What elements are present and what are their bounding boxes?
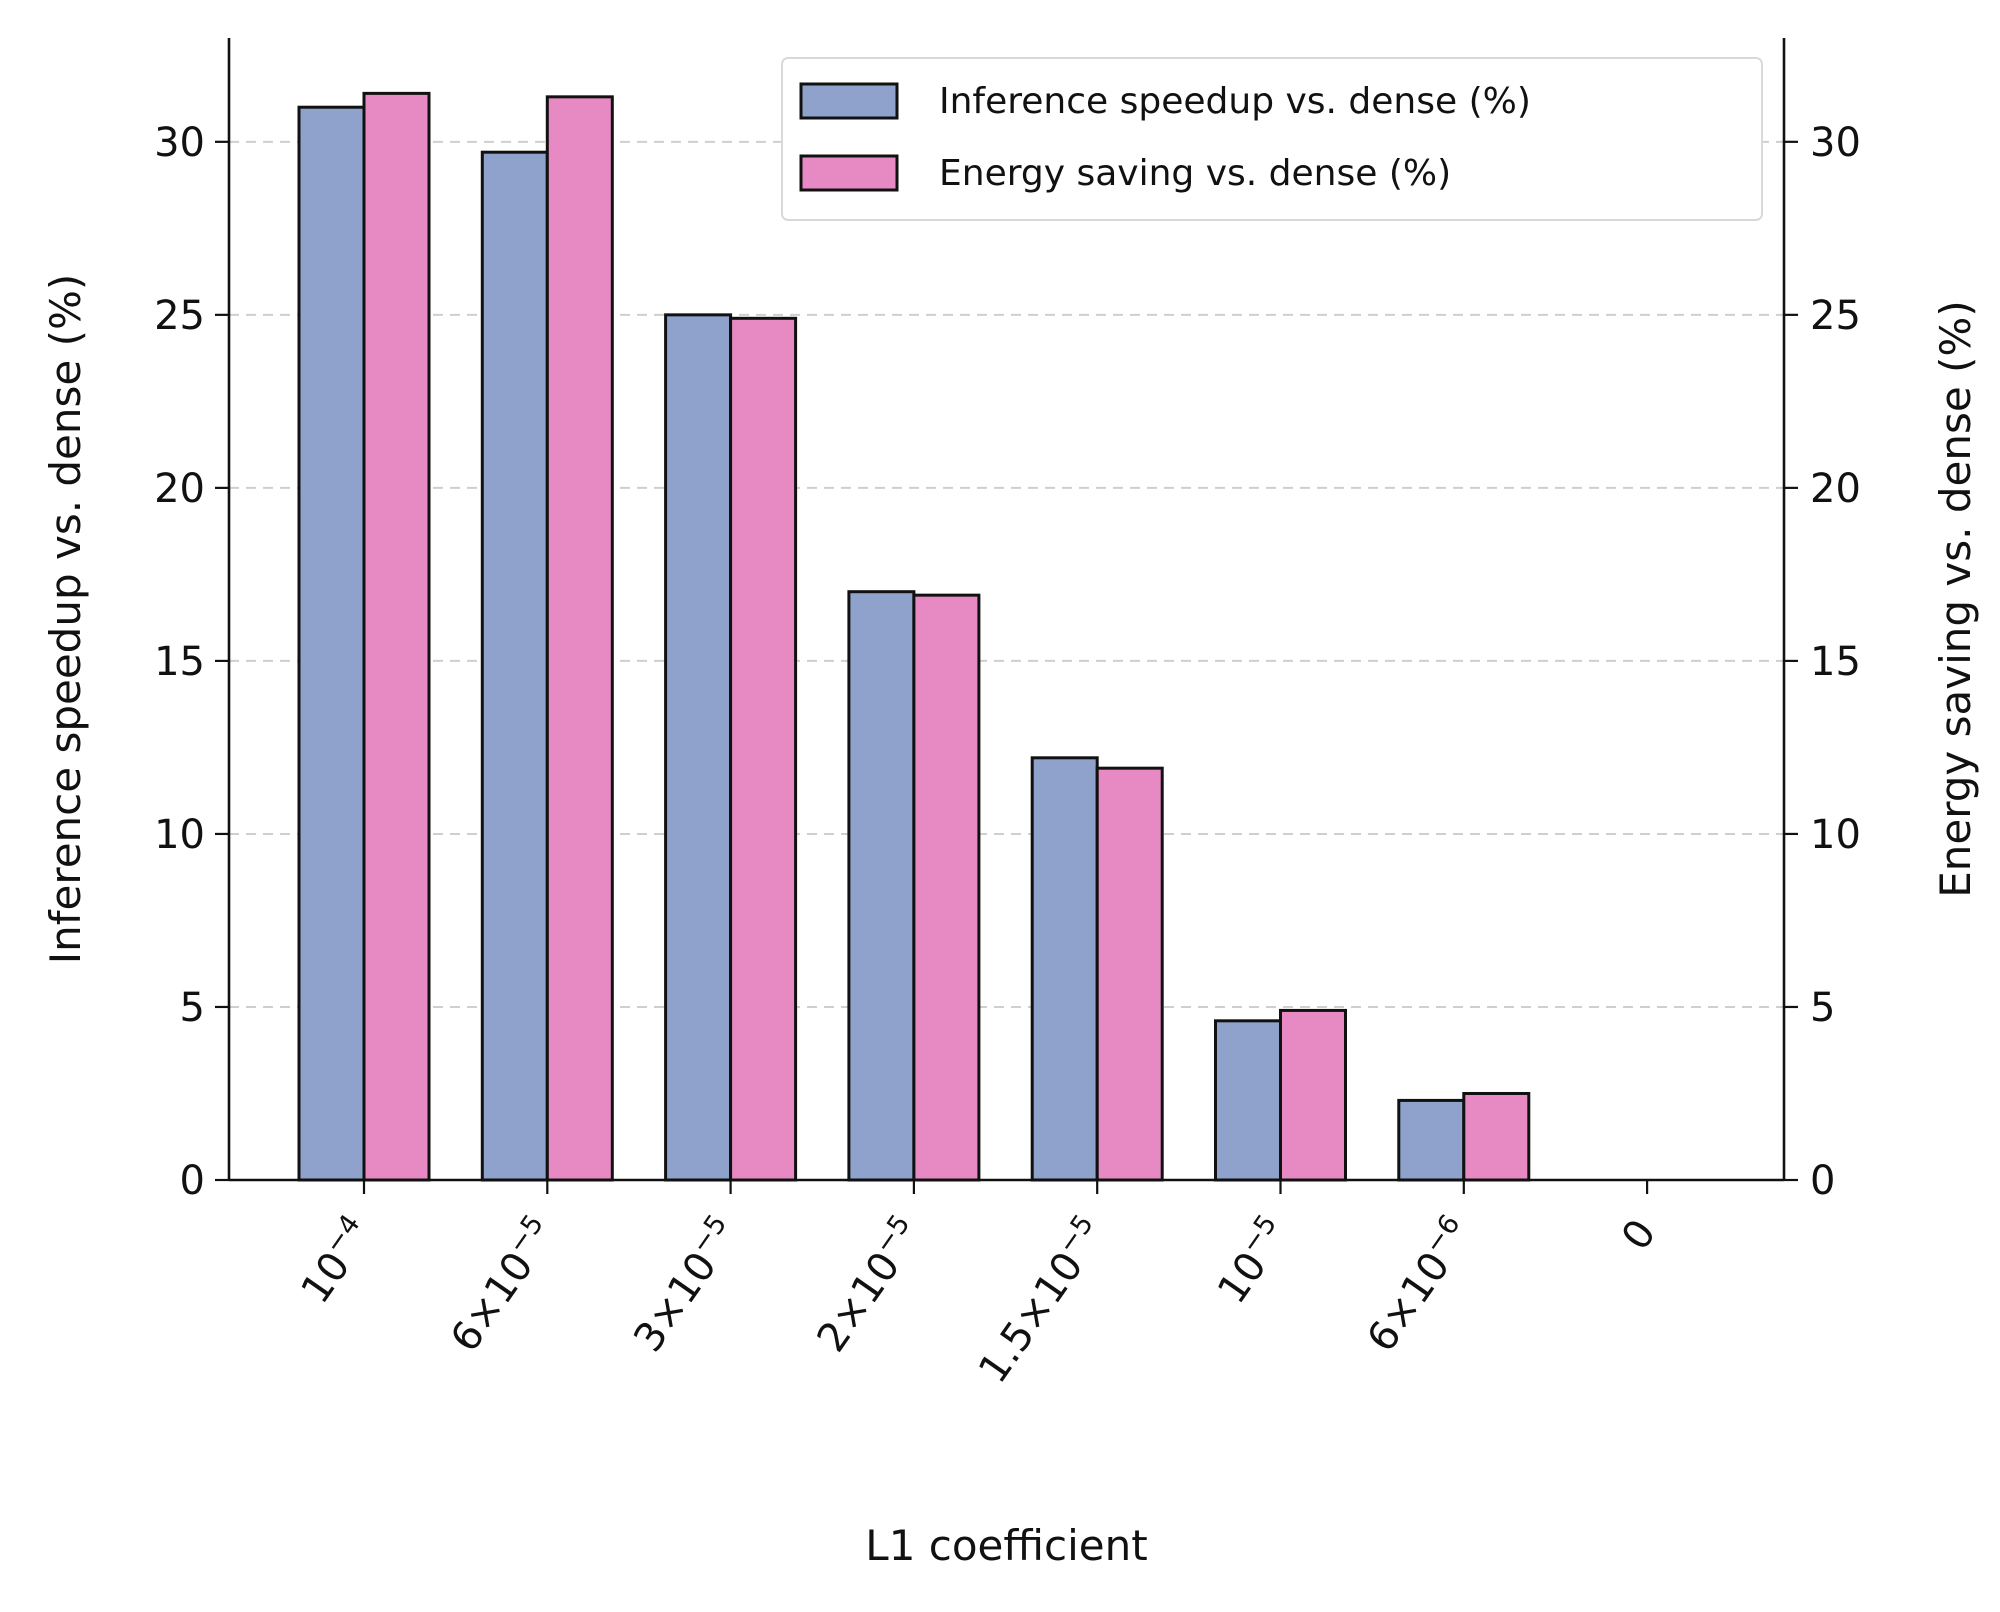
bar-energy-saving — [1462, 1091, 1531, 1182]
bar-energy-saving — [545, 95, 614, 1182]
y-tick-label-left: 5 — [180, 985, 205, 1031]
legend: Inference speedup vs. dense (%) Energy sa… — [781, 57, 1763, 221]
x-tick-label-base: 1.5×10 — [970, 1244, 1093, 1392]
y-tick-label-right: 15 — [1810, 639, 1861, 685]
legend-label-energy-saving: Energy saving vs. dense (%) — [939, 153, 1451, 194]
y-axis-title-right: Energy saving vs. dense (%) — [1931, 300, 1980, 897]
y-tick-label-right: 30 — [1810, 120, 1861, 166]
legend-label-inference-speedup: Inference speedup vs. dense (%) — [939, 81, 1531, 122]
y-tick-label-left: 20 — [154, 466, 205, 512]
bar-energy-saving — [1279, 1008, 1347, 1182]
grid-layer — [229, 140, 1784, 1008]
x-tick-label-base: 6×10 — [442, 1244, 543, 1360]
legend-swatch-energy-saving — [799, 154, 899, 192]
bar-energy-saving — [362, 91, 431, 1182]
legend-box — [781, 57, 1763, 221]
x-tick-label-base: 6×10 — [1358, 1244, 1459, 1360]
y-tick-label-left: 15 — [154, 639, 205, 685]
x-tick-label-base: 2×10 — [809, 1244, 910, 1360]
bar-inference-speedup — [1397, 1098, 1466, 1182]
bar-inference-speedup — [1214, 1019, 1282, 1182]
y-tick-label-right: 25 — [1810, 293, 1861, 339]
bar-inference-speedup — [664, 313, 733, 1182]
bar-inference-speedup — [1030, 756, 1099, 1182]
x-tick-label-base: 0 — [1613, 1211, 1665, 1258]
x-tick-label-base: 10 — [292, 1244, 359, 1312]
bars-layer — [297, 91, 1531, 1182]
x-tick-label-base: 10 — [1209, 1244, 1276, 1312]
bar-energy-saving — [729, 316, 798, 1182]
x-tick-label-base: 3×10 — [625, 1244, 726, 1360]
bar-energy-saving — [912, 593, 981, 1182]
y-tick-label-left: 0 — [180, 1158, 205, 1204]
y-tick-label-right: 0 — [1810, 1158, 1835, 1204]
x-tick-label: 10−5 — [1206, 1209, 1299, 1312]
y-tick-label-left: 30 — [154, 120, 205, 166]
x-tick-label: 1.5×10−5 — [967, 1209, 1116, 1392]
x-axis-title: L1 coefficient — [865, 1521, 1147, 1570]
x-tick-label: 3×10−5 — [622, 1209, 749, 1360]
x-tick-label: 2×10−5 — [805, 1209, 932, 1360]
y-tick-label-left: 25 — [154, 293, 205, 339]
bar-inference-speedup — [480, 150, 549, 1182]
x-tick-label: 6×10−6 — [1355, 1209, 1482, 1360]
bar-inference-speedup — [297, 105, 366, 1182]
x-tick-label: 10−4 — [289, 1209, 382, 1312]
axes-layer — [227, 38, 1786, 1182]
y-axis-title-left: Inference speedup vs. dense (%) — [41, 274, 90, 965]
bar-energy-saving — [1095, 766, 1164, 1182]
legend-swatch-inference-speedup — [799, 82, 899, 120]
y-tick-label-right: 20 — [1810, 466, 1861, 512]
y-tick-label-right: 5 — [1810, 985, 1835, 1031]
x-tick-label: 0 — [1613, 1211, 1665, 1258]
y-tick-label-left: 10 — [154, 812, 205, 858]
bar-inference-speedup — [847, 590, 916, 1182]
x-tick-label: 6×10−5 — [439, 1209, 566, 1360]
ticks-layer — [215, 140, 1798, 1194]
y-tick-label-right: 10 — [1810, 812, 1861, 858]
